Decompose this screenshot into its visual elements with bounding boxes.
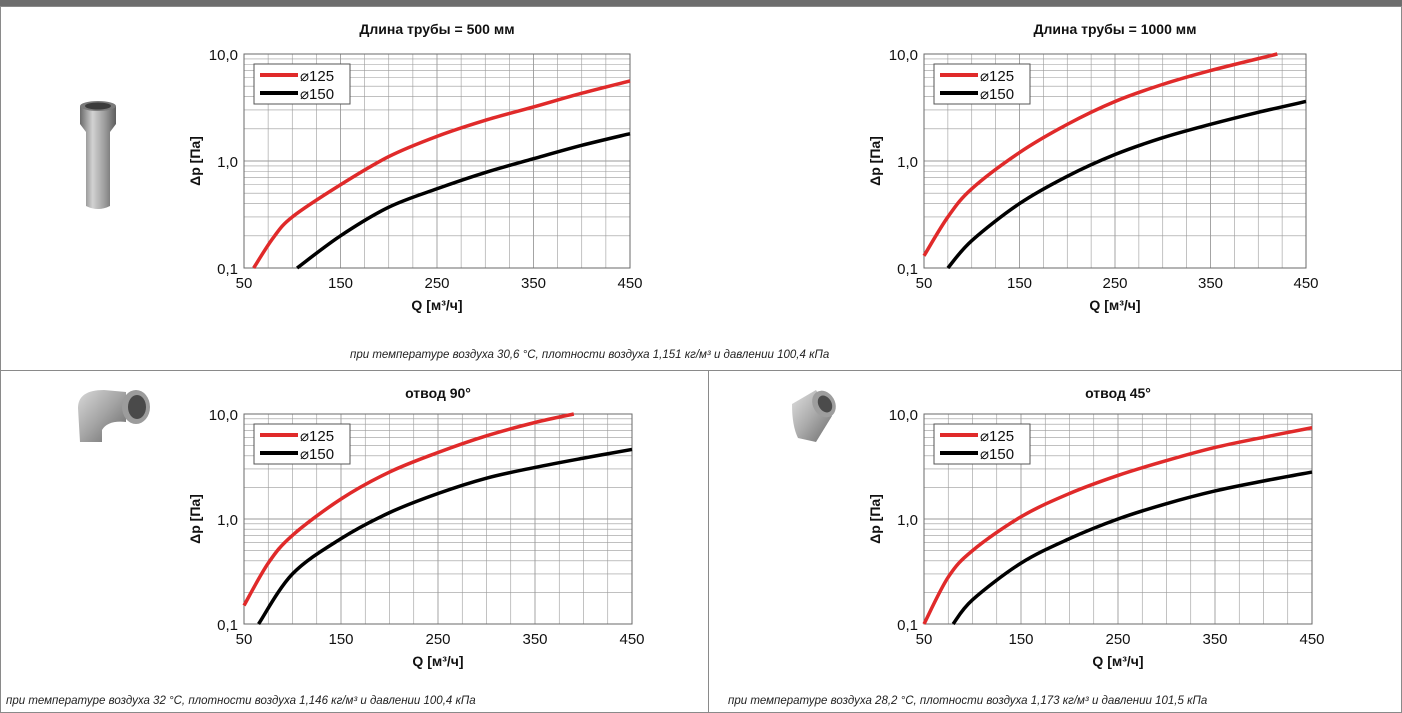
y-tick-label: 10,0 [209,407,238,424]
x-tick-label: 150 [1008,631,1033,648]
y-tick-label: 0,1 [217,261,238,278]
chart-title: Длина трубы = 1000 мм [1034,21,1197,37]
legend-box [253,63,351,105]
x-tick-label: 50 [236,275,253,292]
conditions-caption-bottom-right: при температуре воздуха 28,2 °С, плотнос… [728,695,1208,707]
chart-elbow-90: отвод 90° 0,1 1,0 10,0 50 150 250 350 450 Q [м³/ч… [187,385,645,669]
y-axis-label: Δp [Па] [187,494,203,544]
chart-elbow-45: отвод 45° 0,1 1,0 10,0 50 150 250 350 450 Q [м³/ч… [867,385,1325,669]
y-tick-label: 10,0 [209,47,238,64]
y-tick-label: 1,0 [217,154,238,171]
x-tick-label: 150 [328,631,353,648]
conditions-caption-top: при температуре воздуха 30,6 °С, плотнос… [350,349,830,361]
y-tick-label: 10,0 [889,407,918,424]
x-tick-label: 150 [328,275,353,292]
series-line-d150 [951,470,1313,626]
series-line-d150 [946,99,1307,270]
x-tick-label: 250 [1102,275,1127,292]
x-tick-label: 250 [425,631,450,648]
legend-label: ⌀150 [980,446,1014,463]
x-tick-label: 50 [916,275,933,292]
y-axis-label: Δp [Па] [187,136,203,186]
x-tick-label: 50 [236,631,253,648]
series-line-d125 [252,79,631,269]
series-line-d150 [257,447,633,625]
series-line-d150 [296,131,631,270]
series-line-d125 [242,412,575,607]
legend-box [253,423,351,465]
legend-label: ⌀125 [980,68,1014,85]
x-tick-label: 450 [1293,275,1318,292]
chart-title: отвод 45° [1085,385,1151,401]
x-tick-label: 350 [521,275,546,292]
y-tick-label: 0,1 [897,261,918,278]
x-tick-label: 450 [619,631,644,648]
series-line-d125 [922,52,1278,257]
legend-label: ⌀150 [300,86,334,103]
y-axis-label: Δp [Па] [867,494,883,544]
x-tick-label: 450 [617,275,642,292]
x-axis-label: Q [м³/ч] [1089,297,1140,313]
x-axis-label: Q [м³/ч] [1092,653,1143,669]
x-axis-label: Q [м³/ч] [412,653,463,669]
x-tick-label: 350 [522,631,547,648]
row-divider [0,370,1402,371]
pipe-fitting-icon [76,98,120,219]
y-tick-label: 1,0 [897,512,918,529]
elbow-45-icon [786,386,842,453]
x-tick-label: 450 [1299,631,1324,648]
legend-label: ⌀125 [300,68,334,85]
legend-box [933,63,1031,105]
x-tick-label: 250 [1105,631,1130,648]
header-bar [0,0,1402,6]
chart-pipe-500mm: Длина трубы = 500 мм 0,1 1,0 10,0 50 150 250 35… [187,21,643,313]
y-tick-label: 10,0 [889,47,918,64]
chart-title: Длина трубы = 500 мм [359,21,514,37]
series-line-d125 [922,426,1313,625]
x-tick-label: 350 [1198,275,1223,292]
legend-box [933,423,1031,465]
y-tick-label: 0,1 [897,617,918,634]
plot-border [923,53,1307,269]
x-tick-label: 150 [1007,275,1032,292]
chart-title: отвод 90° [405,385,471,401]
y-tick-label: 0,1 [217,617,238,634]
x-tick-label: 50 [916,631,933,648]
y-axis-label: Δp [Па] [867,136,883,186]
plot-border [923,413,1313,625]
legend-label: ⌀125 [300,428,334,445]
plot-border [243,413,633,625]
elbow-90-icon [74,386,158,451]
chart-pipe-1000mm: Длина трубы = 1000 мм 0,1 1,0 10,0 50 150 250 3… [867,21,1319,313]
legend-label: ⌀150 [300,446,334,463]
column-divider [708,370,709,713]
legend-label: ⌀125 [980,428,1014,445]
y-tick-label: 1,0 [897,154,918,171]
x-axis-label: Q [м³/ч] [411,297,462,313]
x-tick-label: 250 [424,275,449,292]
y-tick-label: 1,0 [217,512,238,529]
x-tick-label: 350 [1202,631,1227,648]
conditions-caption-bottom-left: при температуре воздуха 32 °С, плотности… [6,695,476,707]
plot-border [243,53,631,269]
legend-label: ⌀150 [980,86,1014,103]
